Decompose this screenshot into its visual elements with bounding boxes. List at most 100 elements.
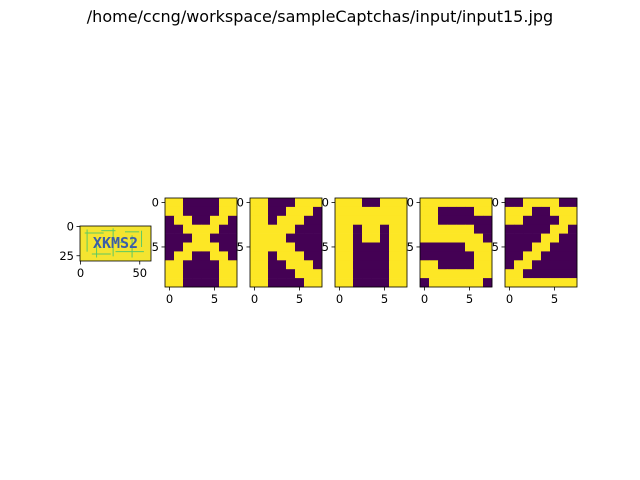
pixel-cell xyxy=(335,260,344,269)
pixel-cell xyxy=(192,278,201,287)
pixel-cell xyxy=(353,207,362,216)
pixel-cell xyxy=(465,234,474,243)
pixel-cell xyxy=(380,278,389,287)
pixel-cell xyxy=(219,243,228,252)
pixel-cell xyxy=(559,251,568,260)
pixel-cell xyxy=(201,225,210,234)
pixel-cell xyxy=(277,278,286,287)
pixel-cell xyxy=(447,260,456,269)
pixel-cell xyxy=(568,216,577,225)
pixel-cell xyxy=(277,198,286,207)
pixel-cell xyxy=(201,234,210,243)
pixel-cell xyxy=(389,234,398,243)
pixel-cell xyxy=(380,198,389,207)
pixel-cell xyxy=(483,225,492,234)
pixel-cell xyxy=(398,225,407,234)
pixel-cell xyxy=(286,269,295,278)
pixel-cell xyxy=(514,251,523,260)
pixel-cell xyxy=(295,278,304,287)
pixel-cell xyxy=(304,269,313,278)
y-tick-label: 0 xyxy=(67,220,74,234)
pixel-cell xyxy=(210,198,219,207)
pixel-cell xyxy=(174,251,183,260)
pixel-cell xyxy=(568,225,577,234)
pixel-cell xyxy=(250,225,259,234)
pixel-cell xyxy=(174,278,183,287)
pixel-cell xyxy=(201,207,210,216)
pixel-cell xyxy=(371,198,380,207)
pixel-cell xyxy=(514,234,523,243)
pixel-cell xyxy=(541,198,550,207)
pixel-cell xyxy=(295,234,304,243)
pixel-cell xyxy=(568,243,577,252)
pixel-cell xyxy=(259,269,268,278)
pixel-cell xyxy=(532,269,541,278)
pixel-cell xyxy=(210,260,219,269)
pixel-cell xyxy=(465,260,474,269)
pixel-cell xyxy=(568,269,577,278)
pixel-cell xyxy=(362,225,371,234)
pixel-cell xyxy=(474,251,483,260)
pixel-cell xyxy=(398,216,407,225)
x-tick-label: 50 xyxy=(132,266,147,280)
pixel-cell xyxy=(286,207,295,216)
pixel-cell xyxy=(304,216,313,225)
pixel-cell xyxy=(192,216,201,225)
pixel-cell xyxy=(277,269,286,278)
pixel-cell xyxy=(429,278,438,287)
pixel-cell xyxy=(174,198,183,207)
pixel-cell xyxy=(304,260,313,269)
pixel-cell xyxy=(429,269,438,278)
pixel-cell xyxy=(380,260,389,269)
pixel-cell xyxy=(483,216,492,225)
pixel-cell xyxy=(456,269,465,278)
pixel-cell xyxy=(438,243,447,252)
pixel-cell xyxy=(344,225,353,234)
pixel-cell xyxy=(210,269,219,278)
pixel-cell xyxy=(268,269,277,278)
pixel-cell xyxy=(344,234,353,243)
pixel-cell xyxy=(523,234,532,243)
pixel-cell xyxy=(268,225,277,234)
pixel-cell xyxy=(250,207,259,216)
y-tick-label: 0 xyxy=(492,195,499,209)
pixel-cell xyxy=(371,251,380,260)
pixel-cell xyxy=(335,207,344,216)
pixel-cell xyxy=(456,225,465,234)
pixel-cell xyxy=(183,216,192,225)
pixel-cell xyxy=(201,216,210,225)
pixel-cell xyxy=(550,251,559,260)
pixel-cell xyxy=(541,260,550,269)
pixel-cell xyxy=(550,216,559,225)
pixel-cell xyxy=(474,260,483,269)
char-S-axes: 0 5 0 5 xyxy=(407,195,493,306)
pixel-cell xyxy=(259,198,268,207)
pixel-cell xyxy=(219,216,228,225)
pixel-cell xyxy=(559,243,568,252)
pixel-cell xyxy=(550,198,559,207)
pixel-cell xyxy=(210,278,219,287)
pixel-cell xyxy=(371,216,380,225)
pixel-cell xyxy=(389,243,398,252)
pixel-cell xyxy=(219,278,228,287)
pixel-cell xyxy=(420,251,429,260)
pixel-cell xyxy=(304,278,313,287)
pixel-cell xyxy=(568,198,577,207)
pixel-cell xyxy=(219,234,228,243)
pixel-cell xyxy=(268,216,277,225)
pixel-cell xyxy=(268,243,277,252)
pixel-cell xyxy=(559,198,568,207)
pixel-cell xyxy=(259,225,268,234)
char-X-axes: 0 5 0 5 xyxy=(152,195,238,306)
pixel-cell xyxy=(420,216,429,225)
pixel-cell xyxy=(295,243,304,252)
pixel-cell xyxy=(420,269,429,278)
pixel-cell xyxy=(429,198,438,207)
y-tick-label: 5 xyxy=(237,240,244,254)
pixel-cell xyxy=(438,260,447,269)
pixel-cell xyxy=(505,234,514,243)
pixel-cell xyxy=(277,260,286,269)
pixel-cell xyxy=(465,216,474,225)
pixel-cell xyxy=(250,234,259,243)
pixel-cell xyxy=(541,234,550,243)
